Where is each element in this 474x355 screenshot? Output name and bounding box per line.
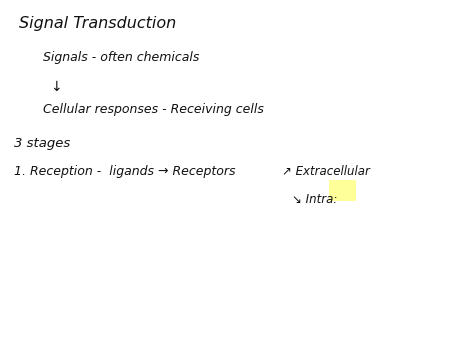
Text: 3 stages: 3 stages <box>14 137 71 150</box>
Text: ↘ Intra:: ↘ Intra: <box>292 193 337 207</box>
Text: Signals - often chemicals: Signals - often chemicals <box>43 51 199 65</box>
Text: ↓: ↓ <box>50 80 62 94</box>
Text: Cellular responses - Receiving cells: Cellular responses - Receiving cells <box>43 103 264 116</box>
Text: Signal Transduction: Signal Transduction <box>19 16 176 31</box>
Text: 1. Reception -  ligands → Receptors: 1. Reception - ligands → Receptors <box>14 165 236 178</box>
FancyBboxPatch shape <box>329 180 356 201</box>
Text: ↗ Extracellular: ↗ Extracellular <box>282 165 370 178</box>
